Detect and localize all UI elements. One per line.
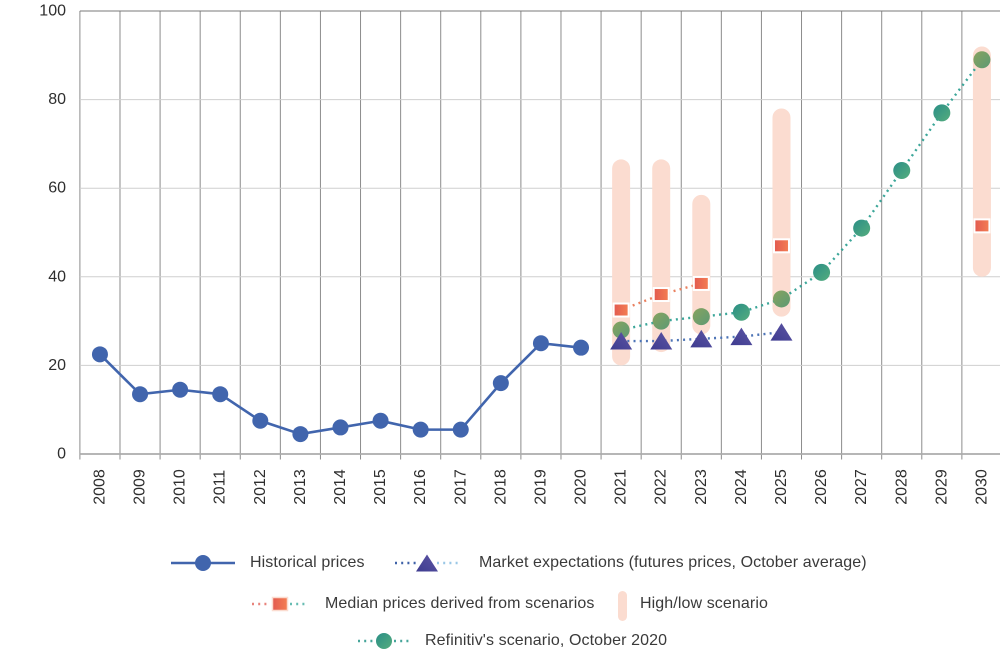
legend-swatch-refinitiv (357, 632, 411, 655)
legend-label-refinitiv: Refinitiv's scenario, October 2020 (425, 632, 668, 649)
svg-text:2020: 2020 (573, 469, 590, 505)
svg-text:2025: 2025 (773, 469, 790, 505)
market-dotted-line (621, 330, 782, 343)
legend-label-historical: Historical prices (250, 554, 365, 571)
svg-text:40: 40 (48, 268, 66, 285)
square-marker-icon (251, 595, 309, 618)
svg-text:2018: 2018 (492, 469, 509, 505)
legend-label-median: Median prices derived from scenarios (325, 595, 595, 612)
svg-text:2014: 2014 (332, 469, 349, 505)
market-markers (610, 323, 793, 350)
svg-text:2030: 2030 (973, 469, 990, 505)
legend-swatch-highlow (618, 591, 627, 621)
svg-text:60: 60 (48, 180, 66, 197)
svg-text:2009: 2009 (132, 469, 149, 505)
svg-text:2028: 2028 (893, 469, 910, 505)
x-axis-labels: 2008 2009 2010 2011 2012 2013 2014 2015 2016 2017… (91, 469, 990, 505)
svg-text:2027: 2027 (853, 469, 870, 505)
refinitiv-markers (612, 51, 991, 339)
svg-text:2022: 2022 (653, 469, 670, 505)
svg-text:20: 20 (48, 357, 66, 374)
historical-series (91, 335, 590, 443)
svg-text:2011: 2011 (212, 470, 229, 505)
svg-text:2029: 2029 (933, 469, 950, 505)
price-chart: 0 20 40 60 80 100 2008 2009 2010 2011 2012 2013 2014… (39, 3, 1000, 505)
svg-text:2008: 2008 (91, 469, 108, 505)
svg-text:2010: 2010 (172, 469, 189, 505)
legend-swatch-median (251, 595, 309, 618)
svg-text:2026: 2026 (813, 469, 830, 505)
svg-text:0: 0 (57, 446, 66, 463)
legend-label-highlow: High/low scenario (640, 595, 768, 612)
gridlines: 0 20 40 60 80 100 (39, 3, 1000, 463)
svg-text:2023: 2023 (693, 469, 710, 505)
svg-text:2021: 2021 (613, 469, 630, 505)
legend-label-market: Market expectations (futures prices, Oct… (479, 554, 867, 571)
svg-text:2013: 2013 (292, 469, 309, 505)
triangle-marker-icon (394, 554, 460, 577)
svg-text:2017: 2017 (452, 469, 469, 505)
svg-text:2024: 2024 (733, 469, 750, 505)
svg-text:80: 80 (48, 91, 66, 108)
range-bar-icon (618, 591, 627, 621)
svg-text:2012: 2012 (252, 469, 269, 505)
svg-text:2019: 2019 (532, 469, 549, 505)
svg-text:2016: 2016 (412, 469, 429, 505)
svg-text:2015: 2015 (372, 469, 389, 505)
legend-swatch-market (394, 554, 460, 577)
median-dotted-line (620, 282, 702, 312)
median-markers (612, 218, 991, 318)
circle-marker-icon (357, 632, 411, 655)
svg-text:100: 100 (39, 3, 66, 20)
historical-line-icon (170, 554, 236, 577)
legend-swatch-historical (170, 554, 236, 577)
